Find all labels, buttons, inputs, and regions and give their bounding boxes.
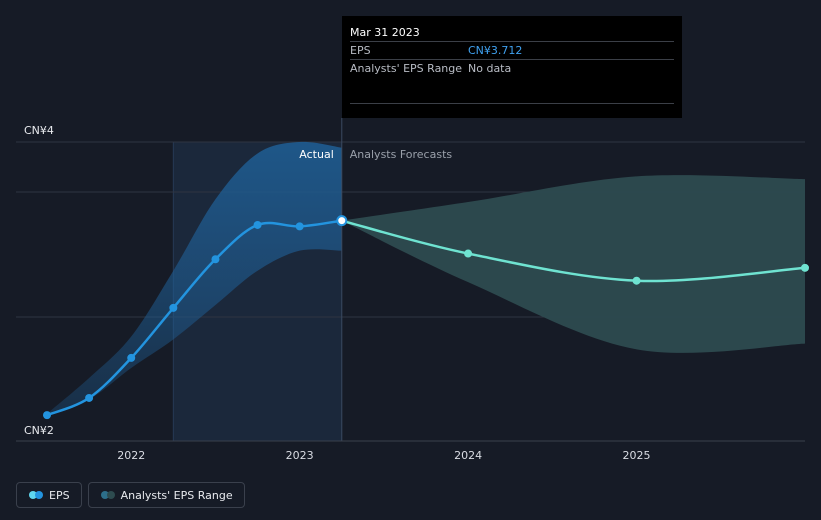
- range-swatch-dot-a: [100, 491, 109, 499]
- y-label-bottom: CN¥2: [24, 424, 54, 437]
- forecast-eps-range-band: [341, 175, 805, 353]
- eps-forecast-point: [632, 276, 641, 285]
- tooltip-row-eps: EPS CN¥3.712: [350, 41, 674, 59]
- tooltip-divider: [350, 103, 674, 104]
- tooltip-eps-label: EPS: [350, 44, 371, 57]
- eps-actual-line: [46, 219, 342, 417]
- eps-forecast-point: [464, 249, 473, 258]
- legend-label-eps-range: Analysts' EPS Range: [120, 488, 233, 502]
- legend-item-eps[interactable]: EPS: [16, 482, 82, 508]
- eps-swatch-dot-a: [29, 491, 37, 499]
- range-swatch-icon: [100, 491, 115, 499]
- tooltip-eps-value: CN¥3.712: [468, 44, 523, 57]
- actual-eps-range-band: [47, 141, 342, 414]
- legend-label-eps: EPS: [49, 488, 70, 502]
- y-label-top: CN¥4: [24, 124, 54, 137]
- chart-legend: EPS Analysts' EPS Range: [16, 482, 245, 508]
- eps-point: [295, 222, 304, 231]
- x-tick-label: 2023: [286, 449, 314, 462]
- eps-swatch-dot-b: [35, 491, 43, 499]
- range-swatch-dot-b: [106, 491, 115, 499]
- eps-point: [253, 220, 262, 229]
- tooltip-row-range: Analysts' EPS Range No data: [350, 59, 674, 77]
- tooltip-date: Mar 31 2023: [350, 26, 420, 39]
- eps-point: [169, 303, 178, 312]
- eps-point: [127, 353, 136, 362]
- eps-current-point: [336, 215, 348, 227]
- legend-item-eps-range[interactable]: Analysts' EPS Range: [87, 482, 245, 508]
- section-label-forecast: Analysts Forecasts: [350, 148, 453, 161]
- section-label-actual: Actual: [299, 148, 333, 161]
- tooltip-range-label: Analysts' EPS Range: [350, 62, 463, 75]
- x-tick-label: 2024: [454, 449, 482, 462]
- eps-point: [211, 255, 220, 264]
- tooltip: Mar 31 2023 EPS CN¥3.712 Analysts' EPS R…: [342, 16, 682, 118]
- tooltip-range-value: No data: [468, 62, 512, 75]
- x-tick-label: 2025: [623, 449, 651, 462]
- x-tick-label: 2022: [117, 449, 145, 462]
- eps-forecast-point: [801, 263, 809, 272]
- eps-swatch-icon: [29, 491, 43, 499]
- eps-point: [85, 393, 94, 402]
- eps-forecast-line: [341, 219, 806, 283]
- eps-point: [43, 411, 51, 420]
